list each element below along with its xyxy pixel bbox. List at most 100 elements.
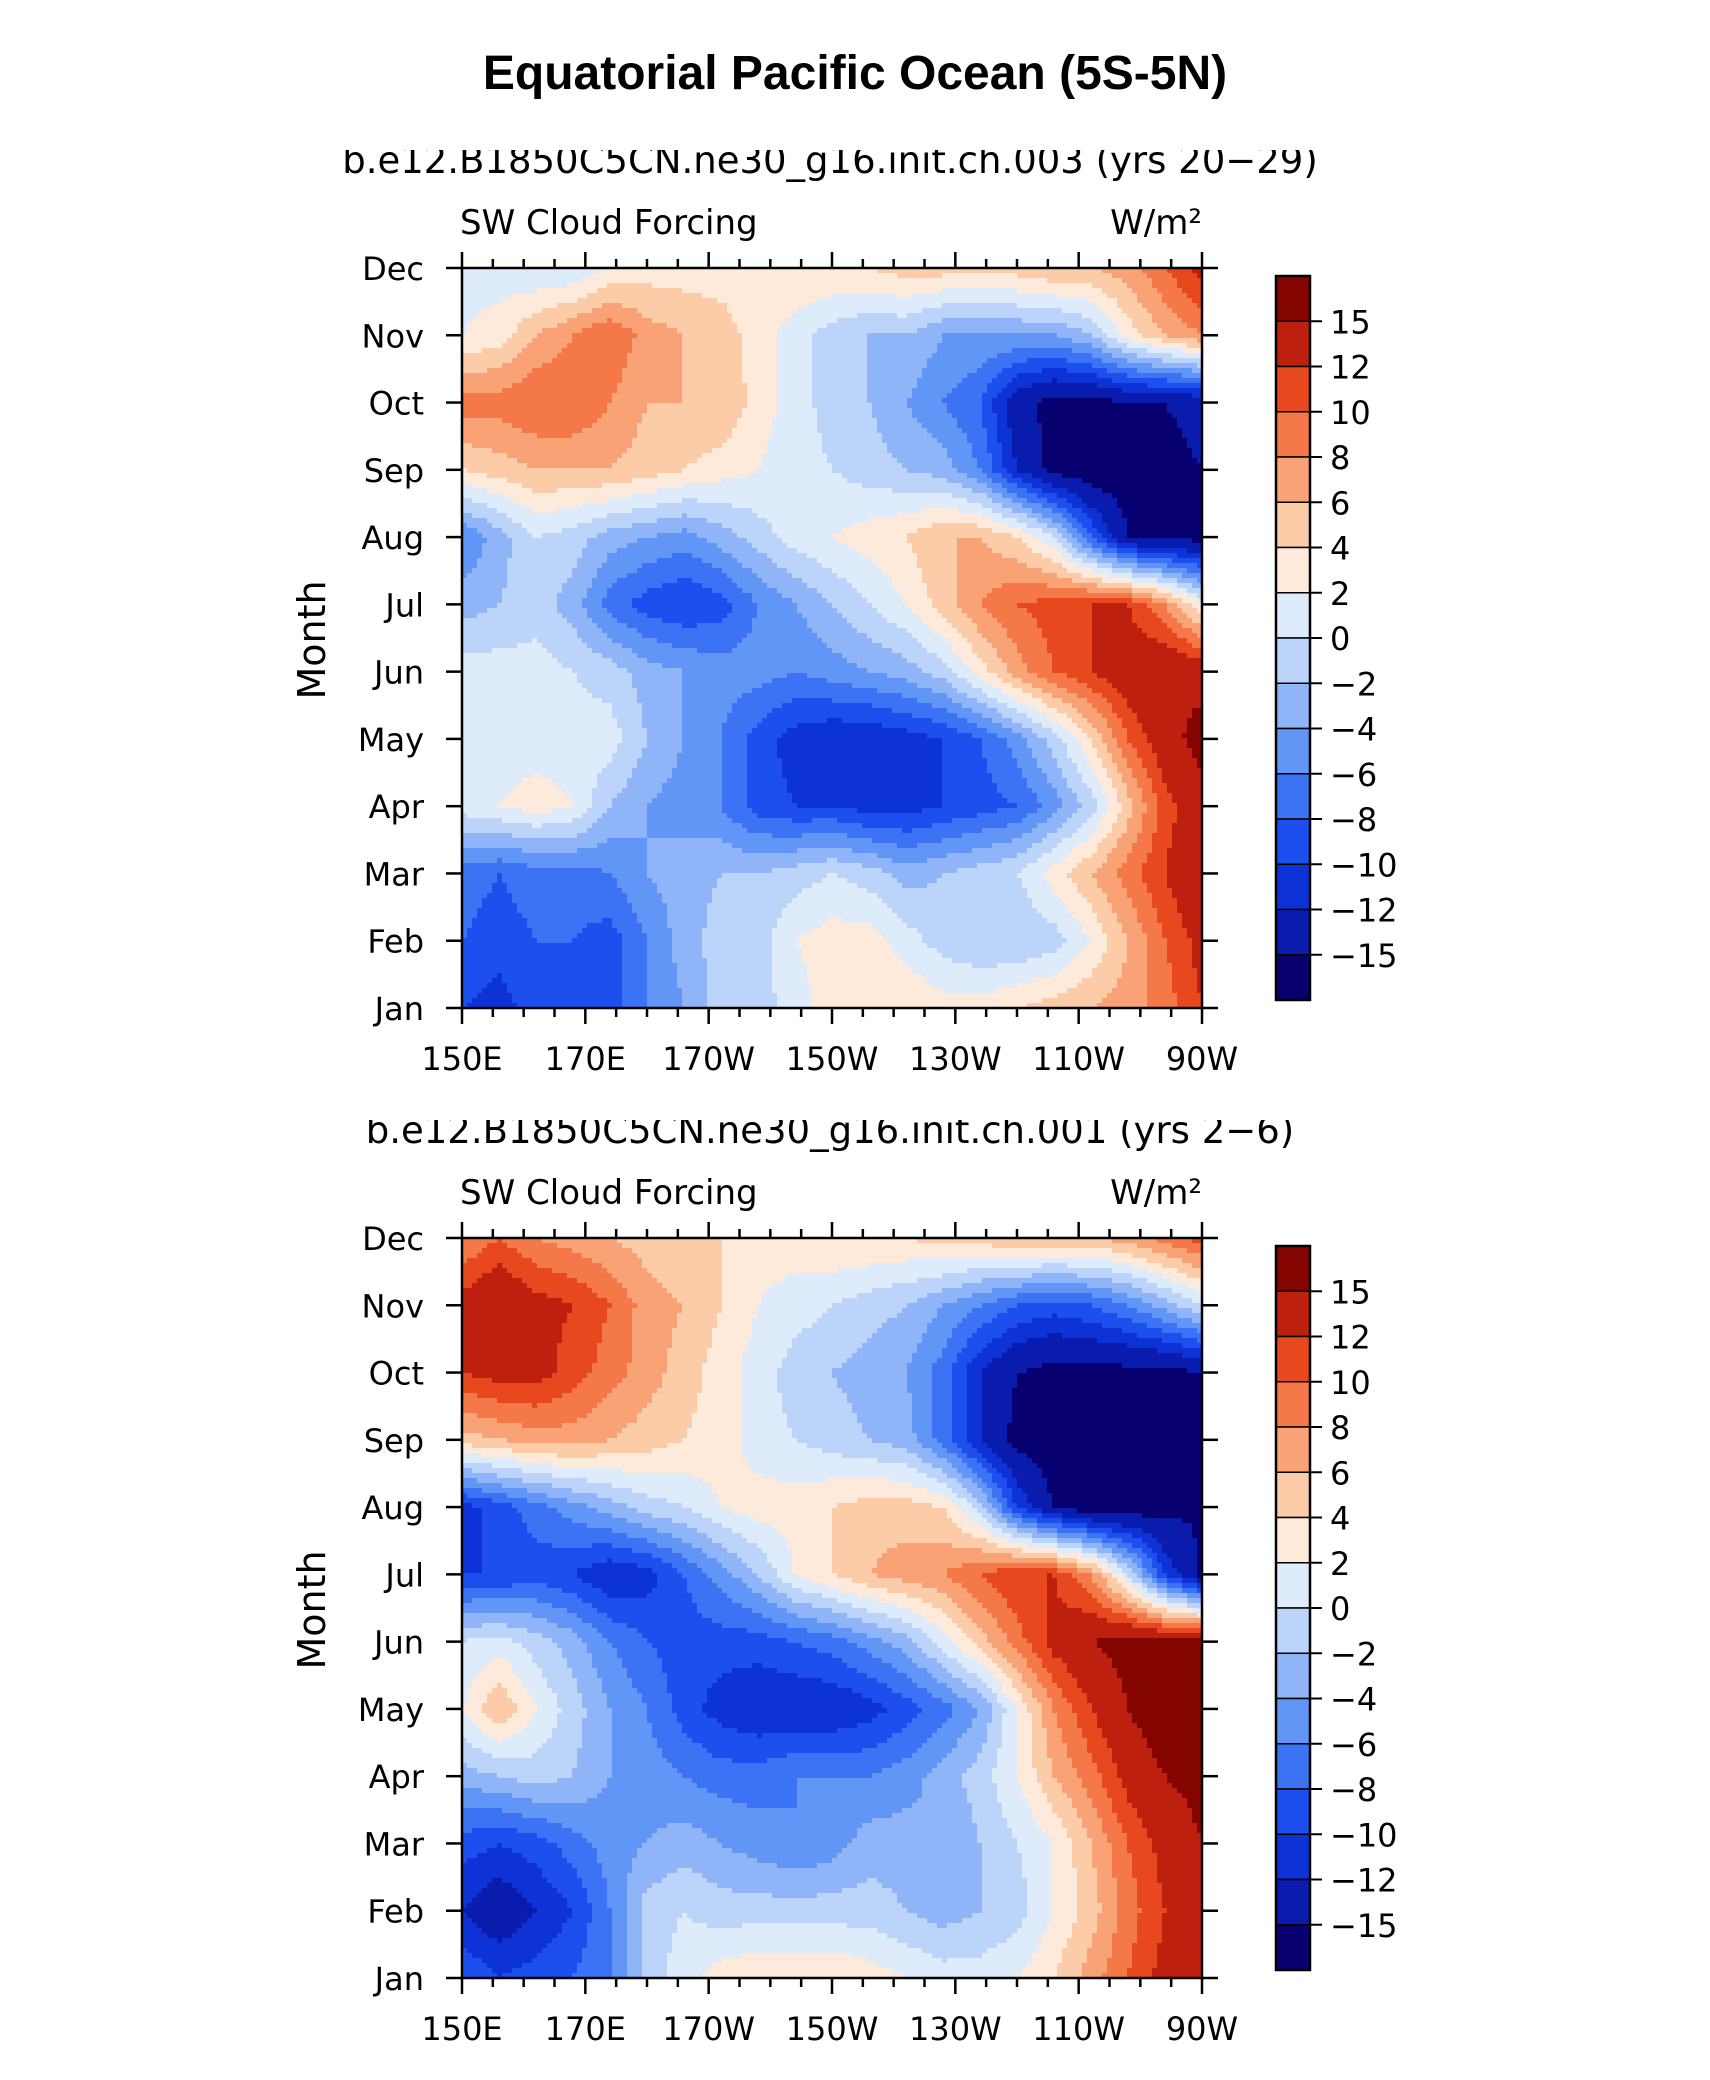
contour-cell	[962, 378, 968, 384]
contour-cell	[562, 373, 568, 379]
contour-cell	[542, 373, 548, 379]
contour-cell	[557, 298, 563, 304]
contour-cell	[907, 358, 913, 364]
contour-cell	[667, 283, 673, 289]
contour-cell	[477, 353, 483, 359]
contour-cell	[637, 358, 643, 364]
contour-cell	[752, 298, 758, 304]
contour-cell	[967, 348, 973, 354]
contour-cell	[1052, 288, 1058, 294]
contour-cell	[1057, 308, 1063, 314]
contour-cell	[812, 353, 818, 359]
contour-cell	[727, 373, 733, 379]
contour-cell	[822, 308, 828, 314]
contour-cell	[787, 328, 793, 334]
contour-cell	[1187, 283, 1193, 289]
contour-cell	[472, 343, 478, 349]
contour-cell	[1082, 318, 1088, 324]
contour-cell	[802, 288, 808, 294]
contour-cell	[512, 278, 518, 284]
contour-cell	[1167, 388, 1173, 394]
contour-cell	[482, 333, 488, 339]
contour-cell	[837, 428, 843, 434]
contour-cell	[1077, 353, 1083, 359]
contour-cell	[872, 288, 878, 294]
contour-cell	[537, 343, 543, 349]
contour-cell	[1147, 343, 1153, 349]
contour-cell	[1192, 388, 1198, 394]
contour-cell	[1112, 338, 1118, 344]
contour-cell	[937, 353, 943, 359]
contour-cell	[942, 313, 948, 319]
contour-cell	[497, 313, 503, 319]
contour-cell	[1117, 348, 1123, 354]
contour-cell	[662, 413, 668, 419]
contour-cell	[582, 303, 588, 309]
contour-cell	[707, 343, 713, 349]
contour-cell	[1147, 273, 1153, 279]
contour-cell	[1032, 413, 1038, 419]
contour-cell	[972, 328, 978, 334]
contour-cell	[1097, 408, 1103, 414]
contour-cell	[732, 273, 738, 279]
contour-cell	[852, 303, 858, 309]
contour-cell	[762, 433, 768, 439]
contour-cell	[807, 343, 813, 349]
contour-cell	[657, 278, 663, 284]
contour-cell	[1007, 428, 1013, 434]
contour-cell	[937, 343, 943, 349]
contour-cell	[852, 383, 858, 389]
contour-cell	[1142, 398, 1148, 404]
contour-cell	[1162, 283, 1168, 289]
contour-cell	[1152, 268, 1158, 274]
contour-cell	[657, 358, 663, 364]
contour-cell	[532, 363, 538, 369]
contour-cell	[1037, 413, 1043, 419]
contour-cell	[1147, 378, 1153, 384]
contour-cell	[967, 333, 973, 339]
contour-cell	[747, 333, 753, 339]
contour-cell	[922, 273, 928, 279]
contour-cell	[657, 353, 663, 359]
contour-cell	[467, 298, 473, 304]
contour-cell	[482, 383, 488, 389]
contour-cell	[937, 313, 943, 319]
contour-cell	[542, 413, 548, 419]
contour-cell	[1122, 423, 1128, 429]
contour-cell	[1167, 423, 1173, 429]
contour-cell	[862, 318, 868, 324]
contour-cell	[602, 413, 608, 419]
contour-cell	[662, 313, 668, 319]
contour-cell	[882, 353, 888, 359]
contour-cell	[672, 283, 678, 289]
contour-cell	[472, 278, 478, 284]
contour-cell	[1147, 403, 1153, 409]
contour-cell	[1117, 388, 1123, 394]
contour-cell	[862, 283, 868, 289]
contour-cell	[757, 293, 763, 299]
contour-cell	[742, 423, 748, 429]
contour-cell	[1162, 388, 1168, 394]
contour-cell	[607, 378, 613, 384]
contour-cell	[562, 368, 568, 374]
contour-cell	[512, 358, 518, 364]
contour-cell	[687, 398, 693, 404]
contour-cell	[567, 333, 573, 339]
contour-cell	[737, 368, 743, 374]
contour-cell	[822, 343, 828, 349]
contour-cell	[652, 403, 658, 409]
contour-cell	[1147, 293, 1153, 299]
contour-cell	[1167, 403, 1173, 409]
contour-cell	[592, 293, 598, 299]
contour-cell	[1032, 383, 1038, 389]
contour-cell	[547, 433, 553, 439]
contour-cell	[487, 368, 493, 374]
contour-cell	[702, 403, 708, 409]
contour-cell	[537, 403, 543, 409]
contour-cell	[1067, 378, 1073, 384]
contour-cell	[1087, 403, 1093, 409]
contour-cell	[522, 318, 528, 324]
contour-cell	[527, 283, 533, 289]
contour-cell	[507, 433, 513, 439]
contour-cell	[462, 348, 468, 354]
